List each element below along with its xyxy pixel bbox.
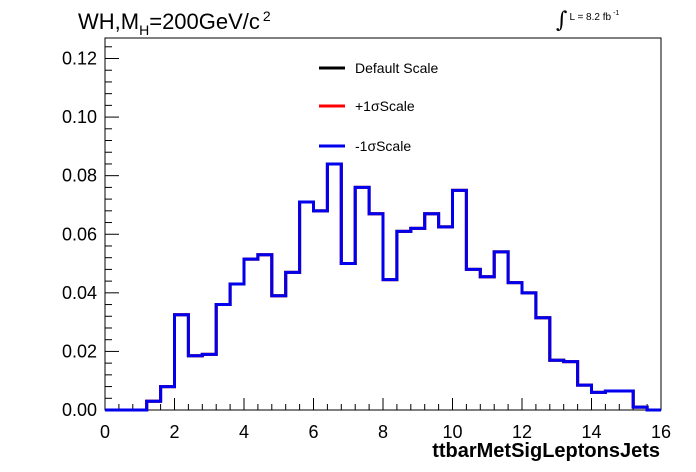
series-line-2 xyxy=(105,162,661,412)
chart-title-suffix: =200GeV/c xyxy=(149,9,260,34)
legend-label-1: +1σScale xyxy=(355,98,415,114)
legend-label-2: -1σScale xyxy=(355,138,411,154)
chart-title-subscript: H xyxy=(139,22,150,38)
x-tick-label: 12 xyxy=(512,422,532,442)
chart-title: WH,MH=200GeV/c 2 xyxy=(78,8,271,38)
y-tick-label: 0.08 xyxy=(62,166,97,186)
x-tick-label: 8 xyxy=(378,422,388,442)
y-tick-label: 0.00 xyxy=(62,400,97,420)
x-tick-label: 6 xyxy=(308,422,318,442)
x-tick-label: 10 xyxy=(442,422,462,442)
y-tick-label: 0.12 xyxy=(62,49,97,69)
chart-title-superscript: 2 xyxy=(262,8,271,24)
y-tick-label: 0.04 xyxy=(62,283,97,303)
luminosity-exponent: -1 xyxy=(613,10,620,17)
y-tick-label: 0.02 xyxy=(62,341,97,361)
legend-label-0: Default Scale xyxy=(355,60,438,76)
y-tick-label: 0.10 xyxy=(62,107,97,127)
y-tick-label: 0.06 xyxy=(62,224,97,244)
luminosity-label: ∫ L = 8.2 fb -1 xyxy=(556,8,619,33)
x-tick-label: 0 xyxy=(100,422,110,442)
luminosity-text: L = 8.2 fb xyxy=(569,12,612,23)
histogram-series xyxy=(105,162,661,412)
x-tick-label: 4 xyxy=(239,422,249,442)
legend: Default Scale +1σScale -1σScale xyxy=(319,60,438,154)
integral-sign-icon: ∫ xyxy=(556,8,568,33)
chart-title-main: WH,M xyxy=(78,9,140,34)
y-tick-labels: 0.00 0.02 0.04 0.06 0.08 0.10 0.12 xyxy=(62,49,97,420)
x-tick-labels: 0 2 4 6 8 10 12 14 16 xyxy=(100,422,671,442)
x-axis-label: ttbarMetSigLeptonsJets xyxy=(432,440,660,462)
x-tick-label: 16 xyxy=(651,422,671,442)
x-tick-label: 14 xyxy=(581,422,601,442)
x-tick-label: 2 xyxy=(169,422,179,442)
